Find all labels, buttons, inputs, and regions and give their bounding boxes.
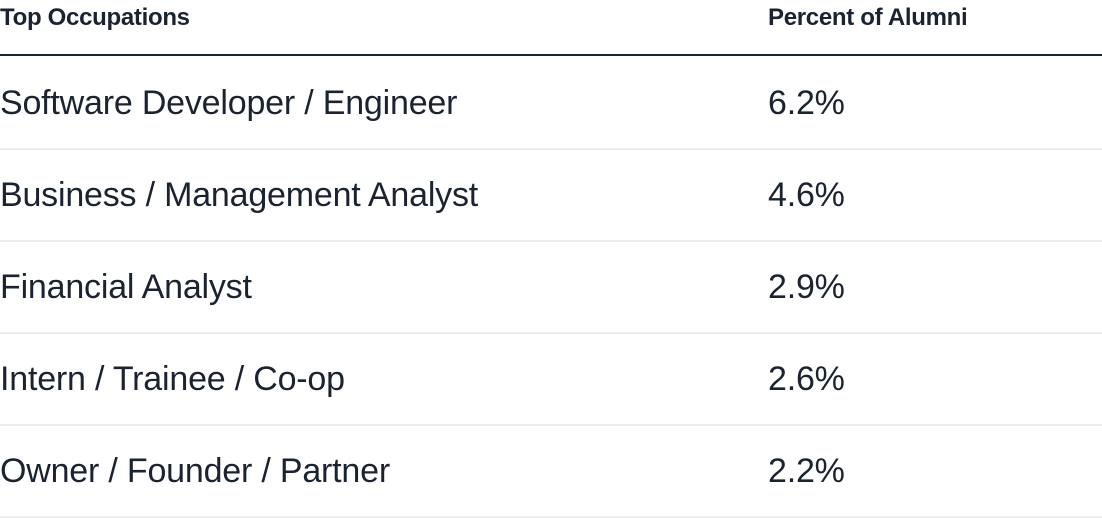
column-header-percent: Percent of Alumni bbox=[768, 4, 968, 31]
occupation-cell: Intern / Trainee / Co-op bbox=[0, 360, 345, 398]
occupation-cell: Financial Analyst bbox=[0, 268, 252, 306]
table-row: Software Developer / Engineer 6.2% bbox=[0, 58, 1102, 150]
occupation-cell: Business / Management Analyst bbox=[0, 176, 479, 214]
occupation-cell: Software Developer / Engineer bbox=[0, 84, 458, 122]
table-row: Financial Analyst 2.9% bbox=[0, 242, 1102, 334]
table-header: Top Occupations Percent of Alumni bbox=[0, 0, 1102, 56]
occupation-cell: Owner / Founder / Partner bbox=[0, 452, 390, 490]
column-header-occupation: Top Occupations bbox=[0, 4, 190, 31]
percent-cell: 2.2% bbox=[768, 452, 845, 490]
table-row: Business / Management Analyst 4.6% bbox=[0, 150, 1102, 242]
table-body: Software Developer / Engineer 6.2% Busin… bbox=[0, 58, 1102, 518]
percent-cell: 2.6% bbox=[768, 360, 845, 398]
table-row: Owner / Founder / Partner 2.2% bbox=[0, 426, 1102, 518]
percent-cell: 6.2% bbox=[768, 84, 845, 122]
percent-cell: 4.6% bbox=[768, 176, 845, 214]
table-row: Intern / Trainee / Co-op 2.6% bbox=[0, 334, 1102, 426]
percent-cell: 2.9% bbox=[768, 268, 845, 306]
